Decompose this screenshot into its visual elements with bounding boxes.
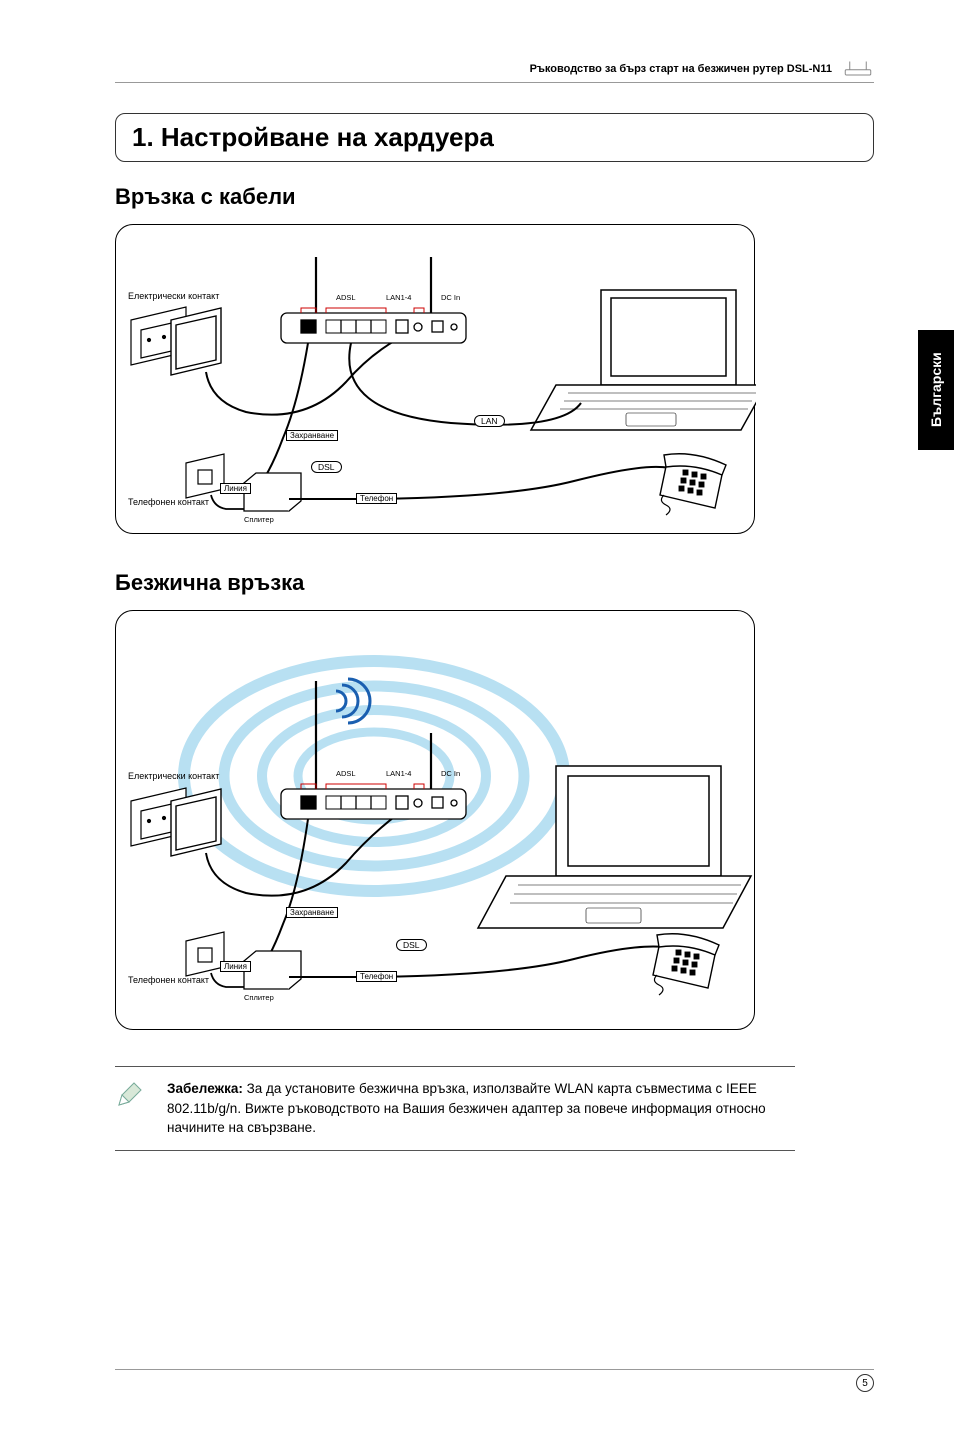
lbl-dcin: DC In bbox=[441, 293, 460, 302]
header-title: Ръководство за бърз старт на безжичен ру… bbox=[530, 63, 832, 75]
wlbl-dsl-oval: DSL bbox=[396, 939, 427, 951]
wireless-heading: Безжична връзка bbox=[115, 570, 874, 596]
wlbl-line: Линия bbox=[220, 961, 251, 972]
lbl-adsl: ADSL bbox=[336, 293, 356, 302]
lbl-dsl-oval: DSL bbox=[311, 461, 342, 473]
wlbl-lan14: LAN1-4 bbox=[386, 769, 411, 778]
wlbl-power: Захранване bbox=[286, 907, 338, 918]
note-text: Забележка: За да установите безжична връ… bbox=[167, 1079, 795, 1138]
pencil-icon bbox=[115, 1081, 143, 1109]
lbl-power-outlet: Електрически контакт bbox=[128, 291, 219, 301]
lbl-lan-oval: LAN bbox=[474, 415, 505, 427]
page-header: Ръководство за бърз старт на безжичен ру… bbox=[115, 60, 874, 83]
lbl-splitter: Сплитер bbox=[244, 515, 274, 524]
lbl-line: Линия bbox=[220, 483, 251, 494]
wlbl-power-outlet: Електрически контакт bbox=[128, 771, 219, 781]
lbl-phone-outlet: Телефонен контакт bbox=[128, 497, 209, 507]
wlbl-dcin: DC In bbox=[441, 769, 460, 778]
main-heading: 1. Настройване на хардуера bbox=[132, 122, 857, 153]
router-mini-icon bbox=[842, 60, 874, 78]
footer-divider bbox=[115, 1369, 874, 1370]
wlbl-phone-outlet: Телефонен контакт bbox=[128, 975, 209, 985]
main-heading-container: 1. Настройване на хардуера bbox=[115, 113, 874, 162]
wireless-diagram-svg bbox=[116, 611, 756, 1031]
page-number: 5 bbox=[856, 1374, 874, 1392]
wireless-diagram: Електрически контакт ADSL LAN1-4 DC In З… bbox=[115, 610, 755, 1030]
language-tab: Български bbox=[918, 330, 954, 450]
wired-diagram: Електрически контакт ADSL LAN1-4 DC In З… bbox=[115, 224, 755, 534]
wlbl-adsl: ADSL bbox=[336, 769, 356, 778]
wlbl-phone: Телефон bbox=[356, 971, 397, 982]
lbl-phone: Телефон bbox=[356, 493, 397, 504]
note-label: Забележка: bbox=[167, 1081, 243, 1096]
lbl-lan14: LAN1-4 bbox=[386, 293, 411, 302]
note-block: Забележка: За да установите безжична връ… bbox=[115, 1066, 795, 1151]
wlbl-splitter: Сплитер bbox=[244, 993, 274, 1002]
wired-heading: Връзка с кабели bbox=[115, 184, 874, 210]
note-body: За да установите безжична връзка, използ… bbox=[167, 1081, 766, 1135]
lbl-power: Захранване bbox=[286, 430, 338, 441]
wired-diagram-svg bbox=[116, 225, 756, 535]
